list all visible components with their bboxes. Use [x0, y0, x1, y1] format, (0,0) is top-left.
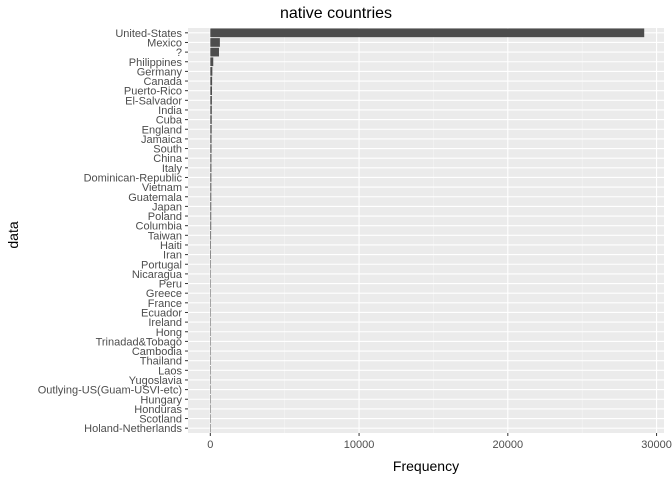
x-tick-label: 0 [207, 439, 213, 451]
y-tick-label: Cuba [156, 115, 183, 127]
y-tick-label: Taiwan [148, 230, 182, 242]
y-tick-label: Dominican-Republic [84, 172, 183, 184]
bar [210, 38, 220, 47]
y-tick-label: Thailand [140, 356, 182, 368]
y-tick-label: Philippines [129, 57, 183, 69]
y-tick-labels: United-StatesMexico?PhilippinesGermanyCa… [38, 28, 188, 435]
bar [210, 86, 213, 96]
bar [210, 337, 211, 346]
plot-panel [188, 28, 664, 433]
x-tick-label: 30000 [641, 439, 672, 451]
bar [210, 240, 211, 250]
y-tick-label: Japan [152, 201, 182, 213]
bar [210, 67, 213, 76]
x-axis-title: Frequency [393, 458, 459, 474]
bar [210, 423, 211, 433]
y-tick-label: Outlying-US(Guam-USVI-etc) [38, 385, 182, 397]
y-tick-label: Iran [163, 250, 182, 262]
bar [210, 115, 212, 124]
bar [210, 250, 211, 259]
y-tick-label: Ecuador [141, 307, 182, 319]
y-axis-title: data [5, 221, 21, 248]
y-tick-label: Haiti [160, 240, 182, 252]
bar [210, 173, 212, 182]
y-tick-label: Poland [148, 211, 182, 223]
y-tick-label: Laos [158, 365, 182, 377]
chart-title: native countries [280, 5, 392, 22]
y-tick-label: Columbia [136, 221, 183, 233]
y-tick-label: Portugal [141, 259, 182, 271]
bar [210, 230, 212, 240]
bar [210, 308, 211, 317]
y-tick-label: Vietnam [142, 182, 182, 194]
bar [210, 394, 211, 404]
bar [210, 385, 211, 394]
y-tick-label: Cambodia [132, 346, 183, 358]
y-tick-label: Holand-Netherlands [84, 423, 182, 435]
y-tick-label: Puerto-Rico [124, 86, 182, 98]
bar [210, 134, 212, 144]
y-tick-label: Germany [137, 66, 183, 78]
x-tick-labels: 0 10000 20000 30000 [207, 433, 672, 451]
y-tick-label: Trinadad&Tobago [96, 336, 182, 348]
y-tick-label: India [158, 105, 183, 117]
y-tick-label: El-Salvador [125, 95, 182, 107]
y-tick-label: Hong [156, 327, 182, 339]
bar [210, 124, 212, 134]
bar [210, 269, 211, 279]
bar [210, 356, 211, 366]
y-tick-label: Hungary [140, 394, 182, 406]
bar [210, 375, 211, 385]
y-tick-label: Yugoslavia [129, 375, 183, 387]
y-tick-label: Guatemala [128, 192, 183, 204]
bar [210, 192, 212, 202]
bar [210, 28, 645, 38]
bar [210, 259, 211, 269]
bar [210, 144, 212, 153]
y-tick-label: Jamaica [141, 134, 183, 146]
y-tick-label: France [148, 298, 182, 310]
bar [210, 221, 212, 231]
bar [210, 105, 212, 115]
bar [210, 327, 211, 337]
y-tick-label: Canada [143, 76, 182, 88]
bar [210, 288, 211, 298]
bar [210, 95, 212, 105]
y-tick-label: United-States [115, 28, 182, 40]
y-tick-label: Italy [162, 163, 183, 175]
bar [210, 365, 211, 375]
y-tick-label: England [142, 124, 182, 136]
bar [210, 414, 211, 423]
y-tick-label: Nicaragua [132, 269, 183, 281]
bar [210, 317, 211, 327]
bar [210, 163, 212, 173]
bar [210, 279, 211, 288]
bar [210, 211, 212, 221]
bar [210, 202, 212, 211]
bar [210, 153, 212, 163]
y-tick-label: South [153, 144, 182, 156]
bar [210, 76, 213, 86]
bars [210, 28, 645, 433]
bar [210, 346, 211, 356]
y-tick-label: Scotland [139, 414, 182, 426]
y-tick-label: ? [176, 47, 182, 59]
x-tick-label: 10000 [344, 439, 375, 451]
y-tick-label: Honduras [134, 404, 182, 416]
x-tick-label: 20000 [493, 439, 524, 451]
bar [210, 47, 219, 57]
y-tick-label: Mexico [147, 37, 182, 49]
bar [210, 57, 214, 67]
bar [210, 404, 211, 414]
grid-lines [188, 28, 664, 433]
bar [210, 298, 211, 308]
y-tick-label: China [153, 153, 183, 165]
bar [210, 182, 212, 192]
y-tick-label: Greece [146, 288, 182, 300]
y-tick-label: Ireland [148, 317, 182, 329]
y-tick-label: Peru [159, 279, 182, 291]
